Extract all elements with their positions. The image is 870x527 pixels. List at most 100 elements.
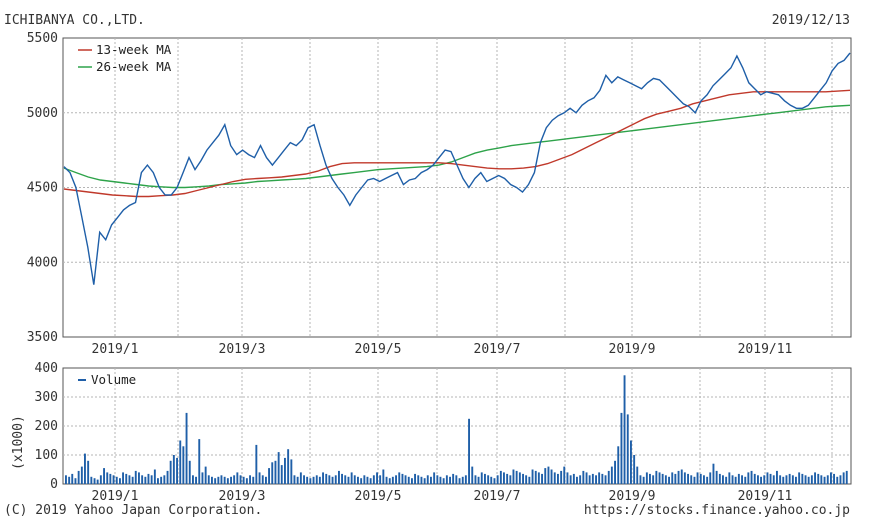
volume-bar bbox=[188, 460, 191, 484]
volume-bar bbox=[220, 475, 223, 484]
volume-bar bbox=[604, 475, 607, 484]
volume-bar bbox=[439, 476, 442, 485]
volume-bar bbox=[138, 472, 140, 484]
volume-bar bbox=[728, 472, 731, 484]
volume-bar bbox=[245, 478, 248, 484]
volume-bar bbox=[734, 476, 737, 485]
volume-bar bbox=[385, 476, 388, 485]
volume-bar bbox=[198, 439, 201, 484]
volume-bar bbox=[639, 475, 642, 484]
volume-bar bbox=[112, 475, 115, 484]
volume-bar bbox=[798, 472, 801, 484]
volume-bar bbox=[585, 472, 588, 484]
price-y-tick-label: 4000 bbox=[27, 255, 58, 270]
volume-bar bbox=[531, 469, 534, 484]
volume-bar bbox=[833, 473, 835, 484]
volume-bar bbox=[757, 475, 759, 484]
volume-bar bbox=[823, 476, 826, 485]
volume-bar bbox=[211, 476, 213, 485]
volume-gridlines bbox=[63, 368, 851, 484]
volume-bar bbox=[572, 473, 575, 484]
volume-bar bbox=[522, 473, 524, 484]
volume-bar bbox=[433, 472, 436, 484]
volume-bar bbox=[372, 475, 375, 484]
volume-bar bbox=[528, 476, 531, 485]
volume-bar bbox=[582, 470, 585, 484]
volume-bar bbox=[579, 475, 582, 484]
volume-bar bbox=[645, 472, 648, 484]
volume-bar bbox=[312, 476, 315, 485]
volume-bar bbox=[633, 455, 636, 484]
volume-x-tick-label: 2019/5 bbox=[355, 489, 402, 504]
volume-bar bbox=[347, 476, 350, 485]
volume-bar bbox=[836, 476, 839, 485]
volume-bar bbox=[445, 475, 448, 484]
volume-bar bbox=[353, 475, 356, 484]
volume-bar bbox=[141, 475, 144, 484]
volume-bar bbox=[106, 472, 109, 484]
volume-bar bbox=[230, 476, 232, 485]
price-x-tick-label: 2019/7 bbox=[474, 342, 521, 357]
volume-bar bbox=[84, 453, 86, 484]
volume-bar bbox=[271, 462, 274, 485]
volume-bar bbox=[341, 473, 343, 484]
price-y-tick-label: 4500 bbox=[27, 181, 58, 196]
volume-bar bbox=[318, 476, 321, 485]
volume-bar bbox=[649, 473, 651, 484]
volume-bar bbox=[395, 475, 397, 484]
price-x-tick-label: 2019/9 bbox=[609, 342, 656, 357]
chart-date: 2019/12/13 bbox=[771, 13, 850, 28]
volume-bar bbox=[601, 473, 604, 484]
volume-bar bbox=[493, 478, 496, 484]
volume-bar bbox=[80, 466, 83, 484]
source-url: https://stocks.finance.yahoo.co.jp bbox=[583, 503, 850, 518]
volume-bar bbox=[299, 472, 302, 484]
volume-bar bbox=[801, 473, 804, 484]
volume-bar bbox=[553, 472, 556, 484]
volume-x-tick-label: 2019/7 bbox=[474, 489, 521, 504]
volume-bar bbox=[160, 476, 163, 485]
copyright-text: (C) 2019 Yahoo Japan Corporation. bbox=[4, 503, 263, 518]
volume-bar bbox=[74, 478, 77, 484]
volume-bar bbox=[795, 476, 797, 485]
volume-bar bbox=[557, 473, 559, 484]
volume-bar bbox=[496, 475, 499, 484]
volume-bar bbox=[169, 460, 172, 484]
volume-bar bbox=[607, 470, 610, 484]
volume-bar bbox=[331, 476, 334, 485]
volume-bar bbox=[239, 475, 242, 484]
volume-bar bbox=[134, 470, 137, 484]
volume-bar bbox=[471, 466, 474, 484]
volume-bar bbox=[760, 476, 762, 485]
volume-bar bbox=[741, 475, 743, 484]
volume-bar bbox=[804, 475, 807, 484]
volume-x-tick-label: 2019/1 bbox=[92, 489, 139, 504]
volume-bar bbox=[172, 455, 175, 484]
volume-bar bbox=[499, 470, 502, 484]
volume-bar bbox=[696, 472, 699, 484]
volume-bar bbox=[671, 472, 674, 484]
volume-bar bbox=[515, 470, 518, 484]
volume-bar bbox=[525, 475, 528, 484]
volume-bar bbox=[807, 476, 810, 485]
volume-bar bbox=[125, 473, 128, 484]
volume-bar bbox=[376, 472, 378, 484]
volume-x-tick-label: 2019/9 bbox=[609, 489, 656, 504]
volume-bar bbox=[157, 478, 159, 484]
volume-bar bbox=[487, 475, 490, 484]
price-x-tick-label: 2019/3 bbox=[219, 342, 266, 357]
volume-bar bbox=[280, 465, 283, 484]
volume-bar bbox=[195, 476, 197, 485]
volume-bar bbox=[842, 472, 845, 484]
volume-bar bbox=[309, 478, 312, 484]
volume-bar bbox=[820, 475, 823, 484]
volume-bar bbox=[630, 440, 632, 484]
volume-bar bbox=[474, 475, 477, 484]
volume-bar bbox=[449, 476, 451, 485]
volume-bar bbox=[537, 472, 540, 484]
volume-bar bbox=[414, 473, 416, 484]
volume-bar bbox=[845, 470, 848, 484]
volume-bar bbox=[277, 452, 280, 484]
